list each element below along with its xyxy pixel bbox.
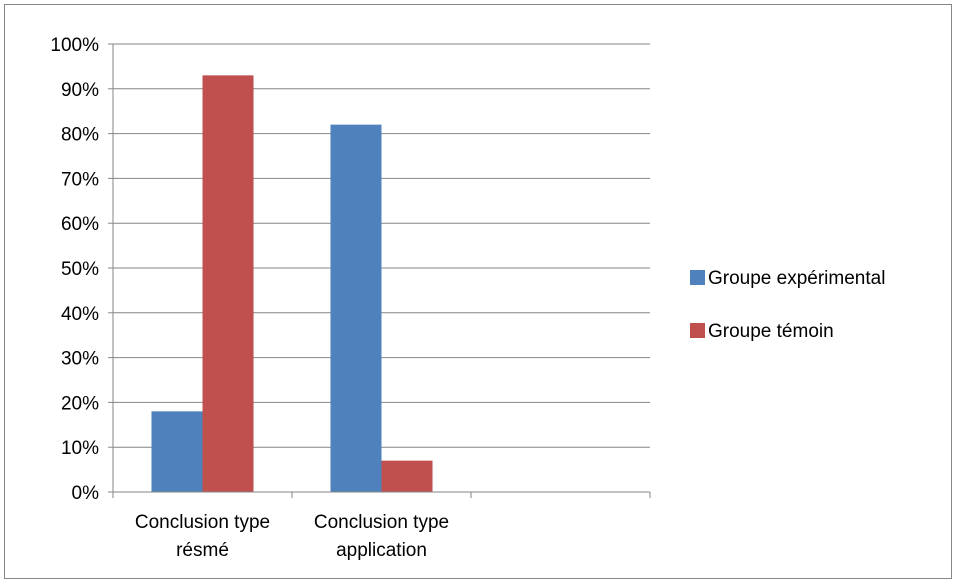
y-tick-label: 100%	[50, 35, 99, 56]
x-category-label: Conclusion type	[135, 512, 270, 533]
x-category-label: résmé	[176, 540, 229, 561]
y-axis-tick-labels: 0% 10% 20% 30% 40% 50% 60% 70% 80% 90% 100%	[50, 35, 99, 504]
axes	[108, 43, 651, 498]
x-category-label: Conclusion type	[314, 512, 449, 533]
y-tick-label: 90%	[61, 80, 99, 101]
y-tick-label: 20%	[61, 393, 99, 414]
y-tick-label: 60%	[61, 214, 99, 235]
bars	[151, 75, 433, 493]
chart-frame: 0% 10% 20% 30% 40% 50% 60% 70% 80% 90% 100% Conclu…	[4, 4, 952, 579]
bar-temoin	[202, 75, 254, 493]
legend: Groupe expérimental Groupe témoin	[690, 268, 885, 342]
y-tick-label: 0%	[72, 483, 100, 504]
x-category-label: application	[336, 540, 427, 561]
y-tick-label: 50%	[61, 259, 99, 280]
y-tick-label: 40%	[61, 304, 99, 325]
x-axis-category-labels: Conclusion type résmé Conclusion type appli…	[135, 512, 449, 561]
bar-experimental	[330, 124, 382, 492]
legend-swatch	[690, 323, 705, 338]
bar-temoin	[381, 460, 433, 492]
y-tick-label: 10%	[61, 438, 99, 459]
legend-label: Groupe témoin	[708, 321, 834, 342]
y-tick-label: 80%	[61, 125, 99, 146]
legend-label: Groupe expérimental	[708, 268, 885, 289]
legend-swatch	[690, 270, 705, 285]
bar-experimental	[151, 411, 203, 492]
bar-chart: 0% 10% 20% 30% 40% 50% 60% 70% 80% 90% 100% Conclu…	[50, 35, 885, 561]
y-tick-label: 30%	[61, 349, 99, 370]
y-tick-label: 70%	[61, 169, 99, 190]
